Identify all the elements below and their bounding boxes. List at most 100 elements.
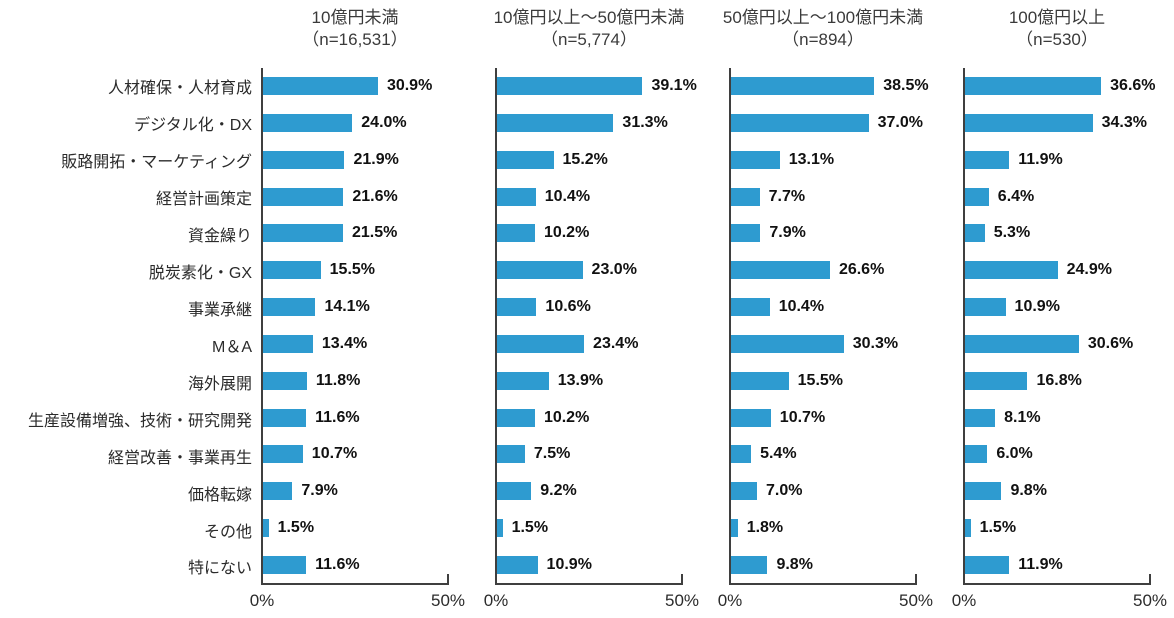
category-label: 海外展開 [187, 375, 252, 393]
bar [263, 77, 378, 96]
category-label: デジタル化・DX [134, 117, 252, 135]
panel-title: 50億円以上～100億円未満 [722, 8, 924, 27]
panel-2: 10億円以上～50億円未満 （n=5,774） 39.1% 31.3% 15.2% 10.… [484, 0, 729, 618]
bar-row: 30.3% [731, 325, 917, 362]
value-label: 6.4% [997, 187, 1035, 205]
bar [497, 224, 535, 243]
panel-1: 10億円未満 （n=16,531） 30.9% 24.0% 21.9% 21.6% 21.5… [250, 0, 495, 618]
bar-row: 15.5% [731, 362, 917, 399]
bar-row: 10.6% [497, 289, 683, 326]
value-label: 9.8% [776, 555, 813, 573]
value-label: 39.1% [651, 77, 697, 95]
value-label: 23.4% [593, 334, 639, 352]
bar-row: 7.5% [497, 436, 683, 473]
bar [497, 371, 549, 390]
value-label: 13.9% [557, 371, 604, 389]
plot-area: 38.5% 37.0% 13.1% 7.7% 7.9% 26.6% 10.4% 30.3% 15… [729, 67, 929, 586]
value-label: 10.2% [543, 224, 590, 242]
bar [497, 482, 532, 501]
value-label: 11.8% [315, 371, 361, 389]
value-label: 1.8% [746, 518, 784, 536]
category-label: 資金繰り [187, 228, 252, 246]
bar [497, 518, 503, 537]
bar [497, 334, 585, 353]
bar-row: 10.9% [497, 546, 683, 583]
bar [263, 518, 269, 537]
bar [263, 261, 321, 280]
bar [965, 224, 985, 243]
x-axis: 0% 50% [484, 585, 699, 618]
bar-row: 1.5% [497, 510, 683, 547]
panel-title: 100億円以上 [1008, 8, 1106, 27]
plot-area: 36.6% 34.3% 11.9% 6.4% 5.3% 24.9% 10.9% 30.6% 16… [963, 67, 1156, 586]
bar-row: 1.5% [965, 510, 1151, 547]
value-label: 30.9% [386, 77, 433, 95]
plot-area: 30.9% 24.0% 21.9% 21.6% 21.5% 15.5% 14.1% 13.4%… [261, 67, 449, 586]
bar-row: 9.8% [731, 546, 917, 583]
panel-header: 10億円以上～50億円未満 （n=5,774） [494, 0, 685, 68]
axis-end-tick [681, 574, 683, 584]
x-tick-label: 50% [1132, 591, 1168, 611]
category-label: 経営改善・事業再生 [107, 449, 252, 467]
category-label: 生産設備増強、技術・研究開発 [27, 412, 252, 430]
bar-row: 11.6% [263, 399, 449, 436]
x-tick-label: 50% [430, 591, 466, 611]
bar [965, 150, 1010, 169]
value-label: 13.4% [321, 334, 368, 352]
bar [731, 518, 738, 537]
bar-row: 15.5% [263, 252, 449, 289]
bar [263, 187, 344, 206]
value-label: 10.4% [544, 187, 591, 205]
category-label: 事業承継 [187, 301, 252, 319]
bar-row: 26.6% [731, 252, 917, 289]
bar-row: 1.5% [263, 510, 449, 547]
value-label: 11.6% [315, 555, 360, 573]
category-label: その他 [203, 523, 252, 541]
value-label: 13.1% [788, 150, 835, 168]
bar-row: 1.8% [731, 510, 917, 547]
value-label: 34.3% [1101, 114, 1147, 132]
panel-3: 50億円以上～100億円未満 （n=894） 38.5% 37.0% 13.1% 7.7%… [718, 0, 963, 618]
value-label: 7.0% [766, 482, 803, 500]
bar-row: 34.3% [965, 105, 1151, 142]
panel-4: 100億円以上 （n=530） 36.6% 34.3% 11.9% 6.4% 5.3% 24.… [952, 0, 1174, 618]
bar-row: 5.3% [965, 215, 1151, 252]
category-label: 特にない [187, 560, 252, 578]
value-label: 14.1% [324, 298, 370, 316]
x-axis: 0% 50% [718, 585, 933, 618]
bar [497, 298, 537, 317]
panel-header: 100億円以上 （n=530） [963, 0, 1151, 68]
value-label: 24.9% [1066, 261, 1112, 279]
value-label: 1.5% [277, 518, 315, 536]
bar [263, 555, 307, 574]
value-label: 10.7% [779, 408, 826, 426]
bar [965, 261, 1058, 280]
value-label: 7.9% [769, 224, 806, 242]
bar [263, 445, 303, 464]
bar-row: 36.6% [965, 68, 1156, 105]
category-axis: 人材確保・人材育成 デジタル化・DX 販路開拓・マーケティング 経営計画策定 資金繰り脱… [0, 0, 261, 618]
value-label: 30.6% [1087, 334, 1134, 352]
value-label: 21.5% [351, 224, 398, 242]
bar [497, 555, 538, 574]
bar-row: 24.9% [965, 252, 1151, 289]
bar-row: 7.9% [731, 215, 917, 252]
x-tick-label: 0% [717, 591, 743, 611]
panel-sample-size: （n=5,774） [541, 30, 637, 49]
bar-row: 10.4% [731, 289, 917, 326]
axis-end-tick [1149, 574, 1151, 584]
bar [965, 114, 1093, 133]
bar-row: 7.0% [731, 473, 917, 510]
bar-row: 31.3% [497, 105, 683, 142]
bar [731, 445, 752, 464]
value-label: 5.4% [760, 445, 797, 463]
bar-row: 8.1% [965, 399, 1151, 436]
value-label: 10.6% [545, 298, 591, 316]
bar-row: 21.9% [263, 141, 449, 178]
value-label: 15.5% [797, 371, 844, 389]
value-label: 21.9% [353, 150, 399, 168]
bar-row: 16.8% [965, 362, 1151, 399]
category-label: 経営計画策定 [155, 191, 252, 209]
plot-area: 39.1% 31.3% 15.2% 10.4% 10.2% 23.0% 10.6% 23.4%… [495, 67, 697, 586]
bar [263, 334, 313, 353]
